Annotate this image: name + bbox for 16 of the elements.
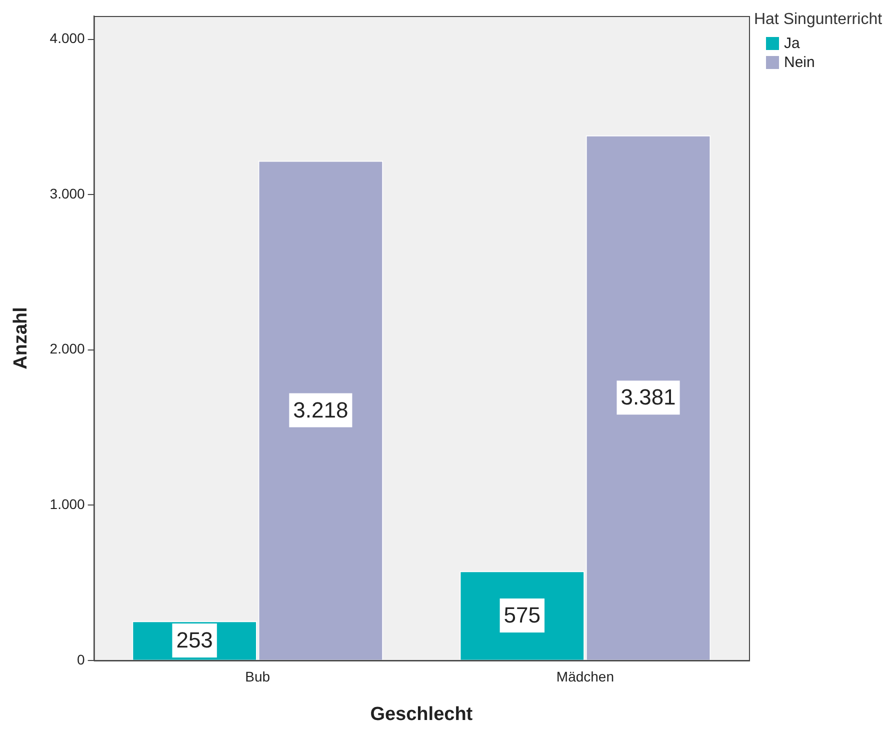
x-axis-title: Geschlecht [370,704,474,725]
data-label: 3.381 [620,384,676,410]
legend-label: Nein [784,54,815,71]
legend-title: Hat Singunterricht [752,10,884,29]
y-tick-label: 1.000 [50,496,86,512]
legend-label: Ja [784,35,800,52]
x-tick-label: Bub [245,668,270,685]
data-label: 3.218 [293,397,348,422]
data-label: 575 [504,602,541,628]
y-axis-title: Anzahl [10,307,32,370]
y-tick-label: 0 [77,651,86,668]
y-tick-label: 4.000 [50,30,86,46]
y-tick-label: 2.000 [50,340,86,357]
x-tick-label: Mädchen [556,668,614,685]
y-tick-label: 3.000 [50,185,86,202]
data-label: 253 [176,628,213,653]
